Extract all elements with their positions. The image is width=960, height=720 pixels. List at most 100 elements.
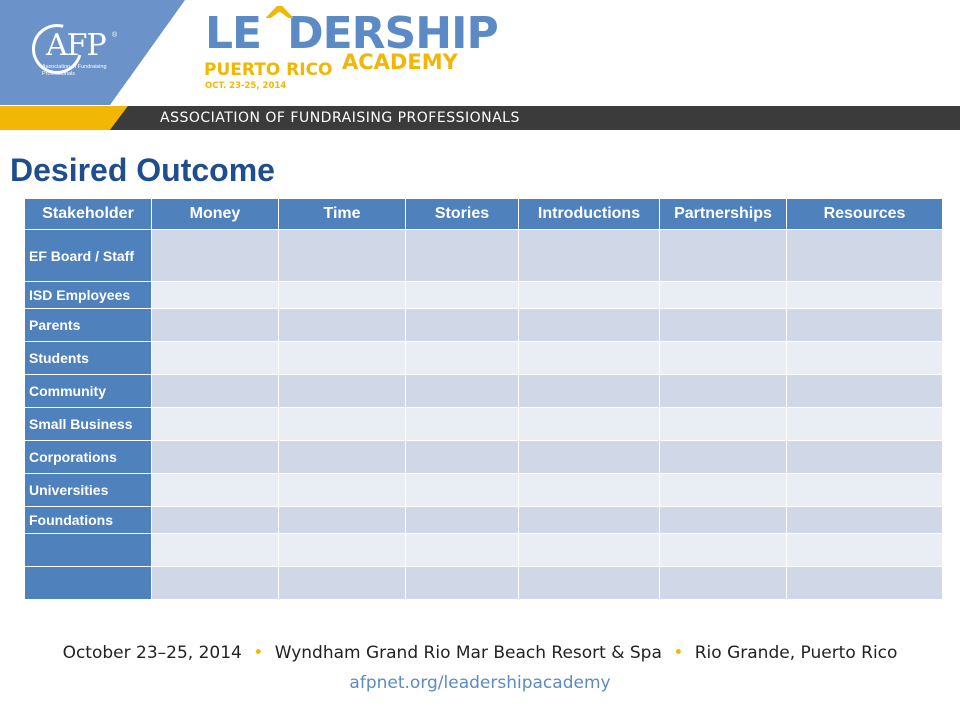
- row-label: [24, 533, 152, 567]
- table-cell[interactable]: [278, 229, 406, 282]
- table-cell[interactable]: [405, 566, 519, 600]
- afp-logo-subtitle: Association of Fundraising Professionals: [42, 64, 107, 77]
- table-cell[interactable]: [659, 473, 787, 507]
- table-cell[interactable]: [405, 281, 519, 309]
- table-cell[interactable]: [786, 533, 943, 567]
- column-header: Money: [151, 198, 279, 230]
- table-cell[interactable]: [518, 229, 660, 282]
- table-cell[interactable]: [518, 440, 660, 474]
- table-cell[interactable]: [786, 341, 943, 375]
- table-cell[interactable]: [151, 533, 279, 567]
- table-cell[interactable]: [518, 566, 660, 600]
- table-cell[interactable]: [518, 281, 660, 309]
- row-label: Community: [24, 374, 152, 408]
- table-cell[interactable]: [518, 374, 660, 408]
- footer-location: Rio Grande, Puerto Rico: [694, 643, 898, 663]
- row-label: Corporations: [24, 440, 152, 474]
- table-cell[interactable]: [659, 566, 787, 600]
- table-row: Foundations: [24, 506, 943, 534]
- table-row: Community: [24, 374, 943, 408]
- table-row: Universities: [24, 473, 943, 507]
- table-cell[interactable]: [278, 341, 406, 375]
- header-banner: AFP ® Association of Fundraising Profess…: [0, 0, 960, 130]
- table-cell[interactable]: [151, 308, 279, 342]
- footer-date: October 23–25, 2014: [62, 643, 242, 663]
- table-header-row: Stakeholder Money Time Stories Introduct…: [24, 198, 943, 230]
- table-cell[interactable]: [786, 229, 943, 282]
- column-header: Partnerships: [659, 198, 787, 230]
- table-cell[interactable]: [786, 440, 943, 474]
- table-cell[interactable]: [405, 374, 519, 408]
- table-cell[interactable]: [405, 341, 519, 375]
- table-cell[interactable]: [659, 533, 787, 567]
- column-header: Time: [278, 198, 406, 230]
- row-label: Universities: [24, 473, 152, 507]
- table-cell[interactable]: [278, 374, 406, 408]
- association-bar-text: ASSOCIATION OF FUNDRAISING PROFESSIONALS: [160, 110, 520, 126]
- footer-venue: Wyndham Grand Rio Mar Beach Resort & Spa: [274, 643, 662, 663]
- table-row: Parents: [24, 308, 943, 342]
- table-cell[interactable]: [405, 308, 519, 342]
- table-cell[interactable]: [659, 506, 787, 534]
- table-cell[interactable]: [278, 473, 406, 507]
- table-cell[interactable]: [786, 374, 943, 408]
- table-cell[interactable]: [151, 473, 279, 507]
- table-cell[interactable]: [786, 506, 943, 534]
- table-cell[interactable]: [518, 308, 660, 342]
- table-cell[interactable]: [786, 308, 943, 342]
- afp-logo: AFP ® Association of Fundraising Profess…: [22, 14, 125, 84]
- table-cell[interactable]: [405, 506, 519, 534]
- outcome-table-wrap: Stakeholder Money Time Stories Introduct…: [24, 198, 943, 600]
- outcome-table: Stakeholder Money Time Stories Introduct…: [24, 198, 943, 600]
- table-cell[interactable]: [151, 407, 279, 441]
- table-cell[interactable]: [151, 229, 279, 282]
- table-cell[interactable]: [659, 374, 787, 408]
- table-cell[interactable]: [151, 341, 279, 375]
- table-cell[interactable]: [405, 473, 519, 507]
- table-cell[interactable]: [659, 440, 787, 474]
- table-cell[interactable]: [278, 533, 406, 567]
- table-cell[interactable]: [518, 473, 660, 507]
- table-cell[interactable]: [278, 506, 406, 534]
- row-label: Small Business: [24, 407, 152, 441]
- table-cell[interactable]: [518, 341, 660, 375]
- table-cell[interactable]: [659, 308, 787, 342]
- column-header: Introductions: [518, 198, 660, 230]
- table-cell[interactable]: [659, 407, 787, 441]
- table-cell[interactable]: [786, 473, 943, 507]
- column-header: Resources: [786, 198, 943, 230]
- table-cell[interactable]: [786, 407, 943, 441]
- leadership-part2: DERSHIP: [287, 8, 499, 59]
- table-cell[interactable]: [518, 533, 660, 567]
- table-cell[interactable]: [405, 533, 519, 567]
- academy-wordmark: ACADEMY: [342, 50, 458, 74]
- table-cell[interactable]: [151, 281, 279, 309]
- table-cell[interactable]: [151, 374, 279, 408]
- table-cell[interactable]: [278, 308, 406, 342]
- footer-url: afpnet.org/leadershipacademy: [349, 673, 611, 693]
- table-cell[interactable]: [659, 281, 787, 309]
- table-cell[interactable]: [278, 566, 406, 600]
- row-label: ISD Employees: [24, 281, 152, 309]
- table-cell[interactable]: [659, 229, 787, 282]
- leadership-part1: LE: [205, 8, 262, 59]
- table-cell[interactable]: [151, 440, 279, 474]
- table-row: Small Business: [24, 407, 943, 441]
- table-cell[interactable]: [659, 341, 787, 375]
- table-cell[interactable]: [405, 407, 519, 441]
- table-cell[interactable]: [278, 407, 406, 441]
- table-cell[interactable]: [518, 506, 660, 534]
- table-cell[interactable]: [518, 407, 660, 441]
- table-cell[interactable]: [405, 229, 519, 282]
- row-label: Students: [24, 341, 152, 375]
- table-cell[interactable]: [786, 281, 943, 309]
- table-cell[interactable]: [786, 566, 943, 600]
- table-cell[interactable]: [405, 440, 519, 474]
- footer-event-line: October 23–25, 2014 • Wyndham Grand Rio …: [0, 643, 960, 663]
- table-cell[interactable]: [278, 440, 406, 474]
- table-row: Students: [24, 341, 943, 375]
- table-cell[interactable]: [151, 506, 279, 534]
- table-cell[interactable]: [278, 281, 406, 309]
- table-cell[interactable]: [151, 566, 279, 600]
- leadership-wordmark: LE^DERSHIP: [205, 2, 499, 56]
